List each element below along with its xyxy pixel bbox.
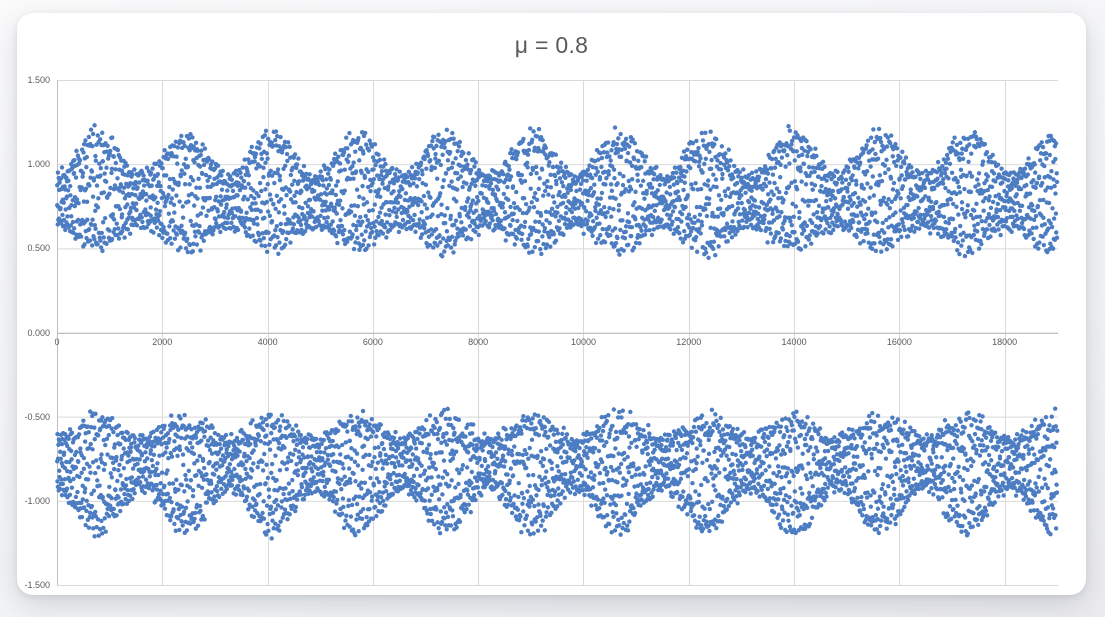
chart-title: μ = 0.8 [514,32,589,58]
scatter-plot-canvas [17,13,1086,595]
chart-card: 1.500 1.000 0.500 0.000 -0.500 -1.000 -1.500 0 2… [17,13,1086,595]
